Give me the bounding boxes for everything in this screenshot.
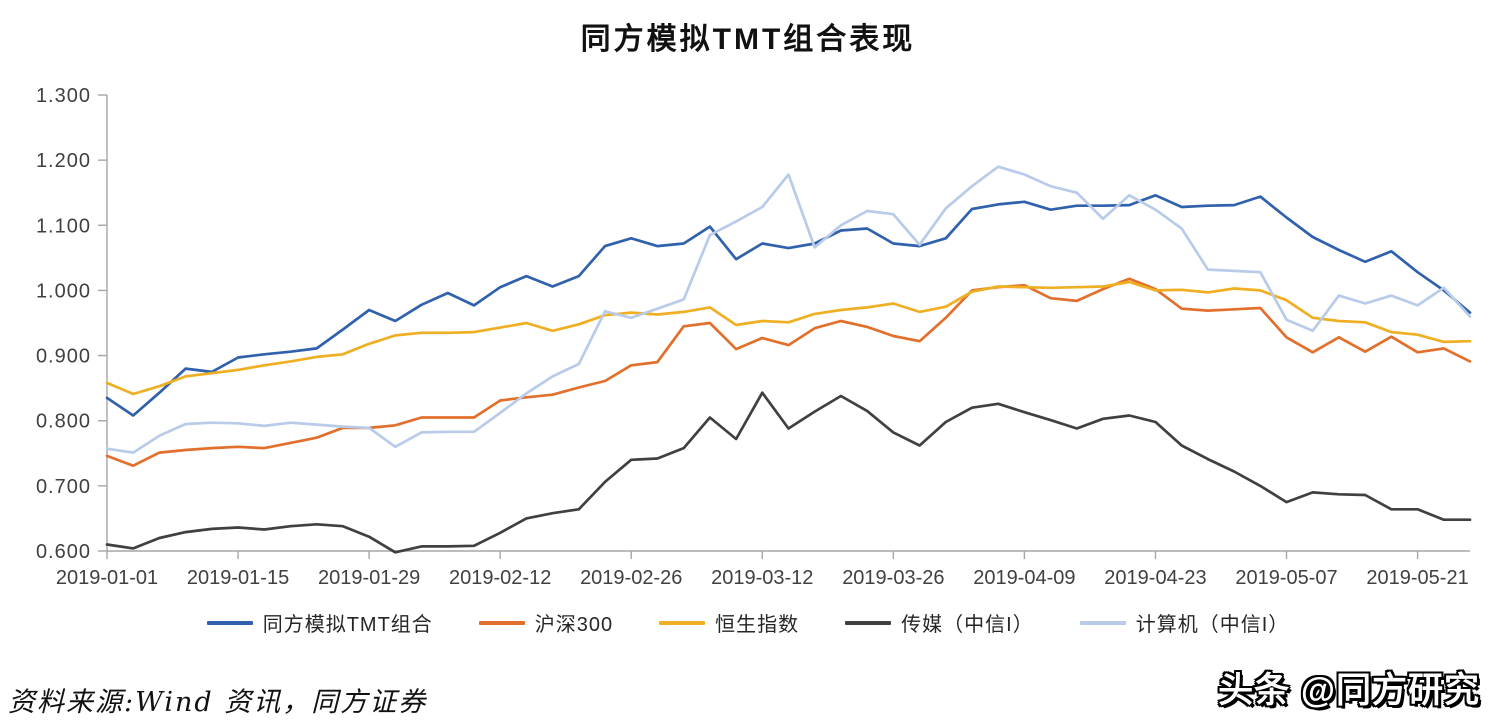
series-line-2: [105, 280, 1472, 396]
x-tick-label: 2019-04-23: [1104, 567, 1206, 589]
legend-item-media: 传媒（中信I）: [845, 608, 1034, 637]
legend-label: 恒生指数: [715, 614, 800, 636]
x-tick-label: 2019-03-12: [711, 567, 813, 589]
y-tick-label: 1.100: [36, 215, 91, 237]
y-tick-label: 0.800: [36, 411, 91, 433]
series-line-0: [105, 193, 1472, 417]
chart-legend: 同方模拟TMT组合 沪深300 恒生指数 传媒（中信I） 计算机（中信I）: [0, 608, 1496, 637]
legend-item-hs300: 沪深300: [478, 608, 614, 637]
y-tick-label: 0.900: [36, 346, 91, 368]
y-tick-label: 1.000: [36, 280, 91, 302]
legend-swatch-hsi: [659, 620, 706, 625]
legend-swatch-hs300: [478, 620, 525, 625]
legend-swatch-tmt: [206, 620, 253, 625]
legend-item-hsi: 恒生指数: [659, 608, 799, 637]
x-tick-label: 2019-04-09: [973, 567, 1075, 589]
line-chart-plot-area: 0.600 0.700 0.800 0.900 1.000 1.100 1.200 1.300…: [36, 85, 1472, 589]
legend-label: 沪深300: [534, 614, 614, 636]
x-tick-label: 2019-05-07: [1235, 567, 1337, 589]
series-line-1: [105, 277, 1472, 468]
legend-label: 同方模拟TMT组合: [262, 614, 433, 636]
y-tick-label: 1.200: [36, 150, 91, 172]
x-tick-label: 2019-01-15: [187, 567, 289, 589]
legend-label: 计算机（中信I）: [1135, 614, 1290, 636]
x-tick-label: 2019-01-01: [56, 567, 158, 589]
y-tick-label: 0.600: [36, 541, 91, 563]
legend-swatch-media: [845, 620, 892, 625]
x-tick-label: 2019-03-26: [842, 567, 944, 589]
x-tick-label: 2019-02-12: [449, 567, 551, 589]
series-line-3: [105, 391, 1472, 554]
data-source-note: 资料来源:Wind 资讯，同方证券: [8, 687, 428, 718]
y-tick-label: 0.700: [36, 476, 91, 498]
legend-label: 传媒（中信I）: [901, 614, 1034, 636]
x-tick-label: 2019-02-26: [580, 567, 682, 589]
x-tick-label: 2019-01-29: [318, 567, 420, 589]
x-tick-label: 2019-05-21: [1366, 567, 1468, 589]
chart-title: 同方模拟TMT组合表现: [580, 23, 916, 56]
toutiao-watermark: 头条 @同方研究: [1218, 671, 1480, 710]
legend-swatch-computer: [1079, 620, 1126, 625]
y-tick-label: 1.300: [36, 85, 91, 107]
series-line-4: [105, 165, 1472, 454]
legend-item-computer: 计算机（中信I）: [1079, 608, 1290, 637]
legend-item-tmt: 同方模拟TMT组合: [206, 608, 433, 637]
